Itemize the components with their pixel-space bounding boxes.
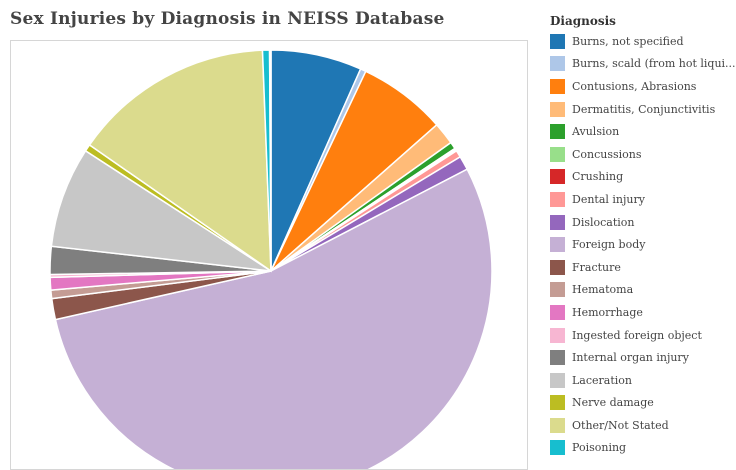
legend-swatch bbox=[550, 56, 565, 72]
legend-swatch bbox=[550, 282, 565, 298]
legend-item-12[interactable]: Hemorrhage bbox=[550, 301, 736, 324]
legend-swatch bbox=[550, 101, 565, 117]
legend-item-17[interactable]: Other/Not Stated bbox=[550, 414, 736, 437]
legend-label: Dental injury bbox=[572, 192, 645, 206]
legend-label: Concussions bbox=[572, 147, 642, 161]
legend-label: Nerve damage bbox=[572, 396, 654, 410]
pie-slice-19[interactable] bbox=[268, 49, 272, 272]
pie-slice-15[interactable] bbox=[50, 149, 272, 272]
chart-title: Sex Injuries by Diagnosis in NEISS Datab… bbox=[10, 9, 445, 29]
legend-label: Hemorrhage bbox=[572, 305, 643, 319]
legend-swatch bbox=[550, 169, 565, 185]
legend-item-7[interactable]: Dental injury bbox=[550, 188, 736, 211]
pie-slice-9[interactable] bbox=[54, 168, 493, 470]
legend-swatch bbox=[550, 327, 565, 343]
legend-item-8[interactable]: Dislocation bbox=[550, 211, 736, 234]
legend-label: Dislocation bbox=[572, 215, 635, 229]
legend-item-9[interactable]: Foreign body bbox=[550, 233, 736, 256]
legend-swatch bbox=[550, 372, 565, 388]
legend-items: Burns, not specified Burns, scald (from h… bbox=[550, 30, 736, 459]
legend-title: Diagnosis bbox=[550, 14, 616, 28]
legend-item-5[interactable]: Concussions bbox=[550, 143, 736, 166]
legend-swatch bbox=[550, 124, 565, 140]
legend-swatch bbox=[550, 417, 565, 433]
pie-slice-17[interactable] bbox=[88, 49, 272, 273]
legend-label: Laceration bbox=[572, 373, 632, 387]
legend-swatch bbox=[550, 146, 565, 162]
legend-label: Burns, scald (from hot liqui... bbox=[572, 57, 736, 71]
legend-item-6[interactable]: Crushing bbox=[550, 166, 736, 189]
legend-item-3[interactable]: Dermatitis, Conjunctivitis bbox=[550, 98, 736, 121]
legend-item-1[interactable]: Burns, scald (from hot liqui... bbox=[550, 53, 736, 76]
legend-item-13[interactable]: Ingested foreign object bbox=[550, 324, 736, 347]
legend-swatch bbox=[550, 350, 565, 366]
legend-label: Burns, not specified bbox=[572, 34, 684, 48]
legend-item-10[interactable]: Fracture bbox=[550, 256, 736, 279]
legend-label: Contusions, Abrasions bbox=[572, 79, 697, 93]
legend-swatch bbox=[550, 214, 565, 230]
legend-item-18[interactable]: Poisoning bbox=[550, 437, 736, 460]
legend-swatch bbox=[550, 191, 565, 207]
legend-label: Avulsion bbox=[572, 125, 620, 139]
legend-label: Crushing bbox=[572, 170, 624, 184]
legend-item-14[interactable]: Internal organ injury bbox=[550, 346, 736, 369]
legend-label: Hematoma bbox=[572, 283, 634, 297]
legend-swatch bbox=[550, 237, 565, 253]
legend: Diagnosis Burns, not specified Burns, sca… bbox=[550, 14, 736, 459]
legend-item-11[interactable]: Hematoma bbox=[550, 279, 736, 302]
legend-swatch bbox=[550, 395, 565, 411]
legend-label: Dermatitis, Conjunctivitis bbox=[572, 102, 716, 116]
legend-swatch bbox=[550, 259, 565, 275]
legend-item-0[interactable]: Burns, not specified bbox=[550, 30, 736, 53]
pie-chart bbox=[49, 49, 493, 470]
legend-label: Fracture bbox=[572, 260, 621, 274]
legend-swatch bbox=[550, 440, 565, 456]
legend-item-15[interactable]: Laceration bbox=[550, 369, 736, 392]
legend-item-16[interactable]: Nerve damage bbox=[550, 392, 736, 415]
legend-swatch bbox=[550, 78, 565, 94]
legend-swatch bbox=[550, 304, 565, 320]
legend-item-4[interactable]: Avulsion bbox=[550, 120, 736, 143]
legend-label: Other/Not Stated bbox=[572, 418, 669, 432]
plot-area bbox=[10, 40, 528, 470]
legend-label: Poisoning bbox=[572, 441, 627, 455]
legend-label: Ingested foreign object bbox=[572, 328, 702, 342]
legend-item-2[interactable]: Contusions, Abrasions bbox=[550, 75, 736, 98]
legend-swatch bbox=[550, 33, 565, 49]
legend-label: Foreign body bbox=[572, 238, 646, 252]
legend-label: Internal organ injury bbox=[572, 351, 689, 365]
